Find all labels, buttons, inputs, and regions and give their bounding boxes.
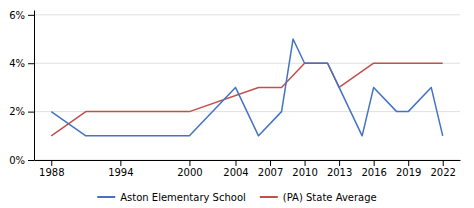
tick: 2007 bbox=[258, 160, 283, 178]
tick-label: 2004 bbox=[223, 167, 248, 178]
tick-mark bbox=[235, 160, 236, 166]
tick-label: 1988 bbox=[39, 167, 64, 178]
series-line bbox=[51, 39, 442, 136]
tick-label: 2013 bbox=[327, 167, 352, 178]
tick: 1994 bbox=[108, 160, 133, 178]
tick-mark bbox=[28, 63, 34, 64]
tick-label: 0% bbox=[9, 155, 25, 166]
tick-label: 1994 bbox=[108, 167, 133, 178]
y-axis: 0% 2% 4% 6% bbox=[9, 10, 34, 166]
grid bbox=[34, 15, 460, 160]
tick-label: 6% bbox=[9, 10, 25, 21]
tick: 2004 bbox=[223, 160, 248, 178]
tick-mark bbox=[28, 160, 34, 161]
legend-item: Aston Elementary School bbox=[97, 192, 246, 203]
tick-label: 2019 bbox=[396, 167, 421, 178]
tick: 1988 bbox=[39, 160, 64, 178]
tick: 0% bbox=[9, 155, 34, 166]
tick-label: 2010 bbox=[292, 167, 317, 178]
legend-item: (PA) State Average bbox=[260, 192, 377, 203]
tick: 2010 bbox=[292, 160, 317, 178]
legend-swatch bbox=[260, 196, 278, 198]
tick-label: 2% bbox=[9, 106, 25, 117]
tick-mark bbox=[443, 160, 444, 166]
tick-mark bbox=[339, 160, 340, 166]
tick-mark bbox=[51, 160, 52, 166]
tick-mark bbox=[374, 160, 375, 166]
tick-label: 2016 bbox=[361, 167, 386, 178]
tick-label: 2000 bbox=[177, 167, 202, 178]
tick-mark bbox=[28, 112, 34, 113]
tick-mark bbox=[305, 160, 306, 166]
lines bbox=[51, 39, 442, 136]
grid-line bbox=[34, 14, 460, 15]
x-axis: 1988 1994 2000 2004 2007 2010 2013 2016 2019 2022 bbox=[35, 160, 461, 178]
legend-swatch bbox=[97, 196, 115, 198]
tick-mark bbox=[270, 160, 271, 166]
legend-label: (PA) State Average bbox=[283, 192, 377, 203]
legend-label: Aston Elementary School bbox=[120, 192, 246, 203]
tick: 2022 bbox=[431, 160, 456, 178]
tick-mark bbox=[120, 160, 121, 166]
legend: Aston Elementary School (PA) State Averag… bbox=[97, 192, 376, 203]
tick: 2000 bbox=[177, 160, 202, 178]
plot: 1988 1994 2000 2004 2007 2010 2013 2016 2019 2022… bbox=[9, 10, 460, 179]
tick: 2% bbox=[9, 106, 34, 117]
tick: 2013 bbox=[327, 160, 352, 178]
tick-mark bbox=[189, 160, 190, 166]
chart: 1988 1994 2000 2004 2007 2010 2013 2016 2019 2022… bbox=[0, 0, 474, 208]
axis-line bbox=[35, 160, 461, 161]
tick-mark bbox=[408, 160, 409, 166]
tick-label: 2022 bbox=[431, 167, 456, 178]
tick-label: 4% bbox=[9, 58, 25, 69]
series-line bbox=[51, 63, 442, 136]
grid-line bbox=[34, 160, 460, 161]
tick: 6% bbox=[9, 10, 34, 21]
axis-line bbox=[34, 11, 35, 161]
tick: 2019 bbox=[396, 160, 421, 178]
tick-label: 2007 bbox=[258, 167, 283, 178]
tick: 2016 bbox=[361, 160, 386, 178]
tick-mark bbox=[28, 15, 34, 16]
tick: 4% bbox=[9, 58, 34, 69]
